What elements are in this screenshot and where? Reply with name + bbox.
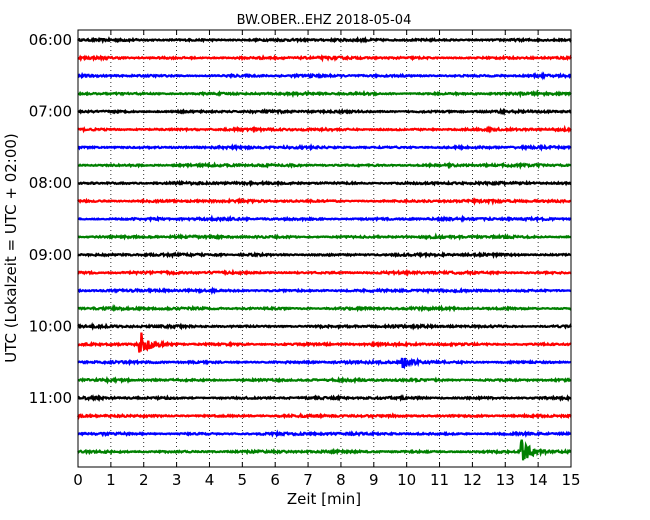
- chart-title: BW.OBER..EHZ 2018-05-04: [237, 13, 412, 28]
- x-axis-label: Zeit [min]: [287, 490, 361, 508]
- y-tick-labels: 06:00 07:00 08:00 09:00 10:00 11:00: [29, 31, 72, 407]
- seismic-trace: [77, 286, 572, 296]
- seismic-trace: [77, 232, 572, 241]
- plot-frame: [77, 29, 572, 468]
- y-tick-label: 11:00: [29, 389, 72, 407]
- seismic-trace: [77, 35, 572, 44]
- seismic-trace: [77, 214, 572, 224]
- x-tick-label: 9: [369, 471, 379, 489]
- x-tick-label: 8: [336, 471, 346, 489]
- seismic-trace: [77, 161, 572, 170]
- x-tick-label: 5: [238, 471, 248, 489]
- x-tick-label: 13: [496, 471, 515, 489]
- seismic-trace: [77, 107, 572, 116]
- seismic-trace: [77, 197, 572, 206]
- seismic-trace: [77, 356, 571, 370]
- seismic-trace: [77, 303, 572, 313]
- seismogram-traces: [77, 35, 572, 461]
- x-tick-label: 12: [463, 471, 482, 489]
- seismic-trace: [77, 412, 572, 420]
- x-tick-label: 0: [73, 471, 83, 489]
- seismic-trace: [77, 268, 572, 277]
- x-tick-labels: 0 1 2 3 4 5 6 7 8 9 10 11 12 13 14 15: [73, 471, 580, 489]
- x-tick-label: 3: [172, 471, 182, 489]
- y-tick-label: 08:00: [29, 174, 72, 192]
- x-tick-label: 11: [430, 471, 449, 489]
- y-axis-label: UTC (Lokalzeit = UTC + 02:00): [2, 133, 20, 363]
- seismic-trace: [78, 179, 572, 188]
- y-tick-label: 09:00: [29, 246, 72, 264]
- seismic-trace: [77, 89, 572, 99]
- seismic-trace: [77, 124, 572, 134]
- x-gridlines: [77, 30, 572, 467]
- seismic-trace: [77, 53, 572, 63]
- axis-ticks: [77, 30, 572, 467]
- x-tick-label: 7: [303, 471, 313, 489]
- y-tick-label: 07:00: [29, 103, 72, 121]
- x-tick-label: 2: [139, 471, 149, 489]
- seismic-trace: [77, 321, 572, 331]
- seismic-trace: [77, 439, 572, 461]
- x-tick-label: 1: [106, 471, 116, 489]
- seismic-trace: [77, 251, 572, 259]
- seismic-trace: [77, 71, 572, 81]
- x-tick-label: 6: [270, 471, 280, 489]
- seismic-trace: [77, 429, 572, 438]
- y-tick-label: 06:00: [29, 31, 72, 49]
- seismic-trace: [77, 393, 572, 403]
- x-tick-label: 10: [397, 471, 416, 489]
- x-tick-label: 4: [205, 471, 215, 489]
- x-tick-label: 14: [529, 471, 548, 489]
- seismic-trace: [77, 143, 572, 152]
- x-tick-label: 15: [561, 471, 580, 489]
- seismic-trace: [77, 332, 572, 353]
- seismic-trace: [77, 375, 572, 385]
- y-tick-label: 10:00: [29, 317, 72, 335]
